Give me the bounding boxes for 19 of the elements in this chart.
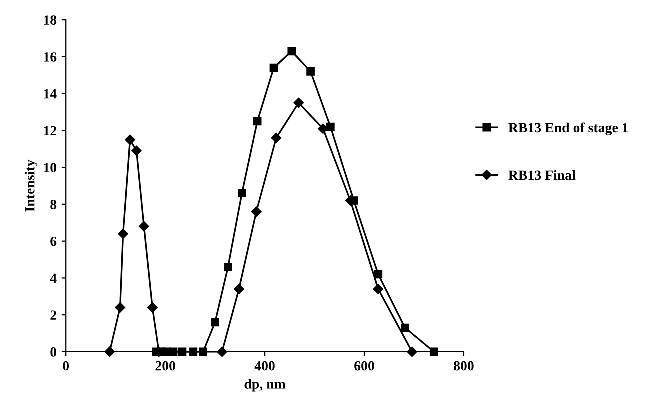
y-tick-label: 12 [44,126,56,136]
y-tick-label: 6 [50,236,57,246]
x-tick-label: 600 [354,361,374,371]
x-tick-label: 200 [156,361,176,371]
y-axis-title: Intensity [24,160,38,212]
legend-label: RB13 Final [508,170,576,180]
y-tick-label: 10 [44,163,57,173]
y-tick-label: 8 [50,200,57,210]
y-tick-label: 0 [50,348,57,357]
x-tick-label: 800 [454,361,474,371]
y-tick-label: 14 [44,89,57,99]
y-tick-label: 16 [44,52,57,62]
y-tick-label: 4 [50,274,57,284]
y-tick-label: 2 [50,310,56,320]
x-axis-title: dp, nm [244,379,286,392]
x-tick-label: 0 [63,361,70,371]
legend-label: RB13 End of stage 1 [508,122,628,136]
x-tick-label: 400 [254,361,275,371]
y-tick-label: 18 [44,16,57,26]
